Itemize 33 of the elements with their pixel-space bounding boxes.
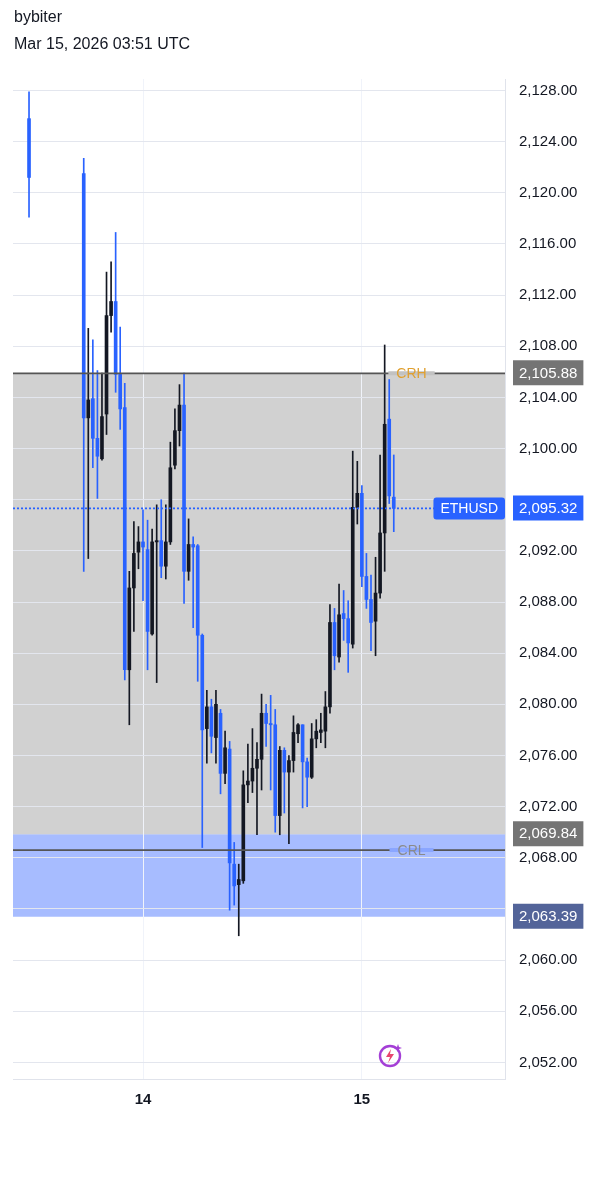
y-tick-label: 2,084.00 [519, 643, 578, 661]
y-tick-label: 2,108.00 [519, 336, 578, 354]
ref-line-label: CRL [397, 841, 426, 858]
y-tick-label: 2,104.00 [519, 387, 578, 405]
x-tick-label: 14 [134, 1090, 152, 1108]
y-tick-label: 2,092.00 [519, 541, 578, 559]
y-tick-label: 2,052.00 [519, 1052, 578, 1070]
candlestick [154, 504, 159, 683]
candlestick [246, 743, 250, 804]
y-tick-label: 2,080.00 [519, 694, 578, 712]
x-tick-label: 15 [353, 1090, 371, 1108]
y-tick-label: 2,063.39 [519, 906, 578, 924]
y-tick-label: 2,072.00 [519, 796, 578, 814]
y-tick-label: 2,105.88 [519, 363, 578, 381]
y-tick-label: 2,088.00 [519, 592, 578, 610]
candlestick [264, 703, 268, 747]
y-tick-label: 2,076.00 [519, 745, 578, 763]
y-tick-label: 2,120.00 [519, 182, 578, 200]
ref-line-label: CRH [396, 365, 427, 382]
chart-subtitle: Mar 15, 2026 03:51 UTC [14, 35, 191, 53]
y-tick-label: 2,056.00 [519, 1001, 578, 1019]
ref-line-label: ETHUSD [440, 500, 498, 517]
y-tick-label: 2,095.32 [519, 498, 578, 516]
y-tick-label: 2,100.00 [519, 438, 578, 456]
y-tick-label: 2,112.00 [519, 285, 577, 303]
chart-title: bybiter [14, 8, 63, 26]
y-tick-label: 2,060.00 [519, 950, 578, 968]
candlestick [86, 328, 91, 559]
y-tick-label: 2,116.00 [519, 234, 577, 252]
y-tick-label: 2,124.00 [519, 131, 578, 149]
y-tick-label: 2,068.00 [519, 847, 578, 865]
y-tick-label: 2,069.84 [519, 824, 578, 842]
y-tick-label: 2,128.00 [519, 80, 578, 98]
